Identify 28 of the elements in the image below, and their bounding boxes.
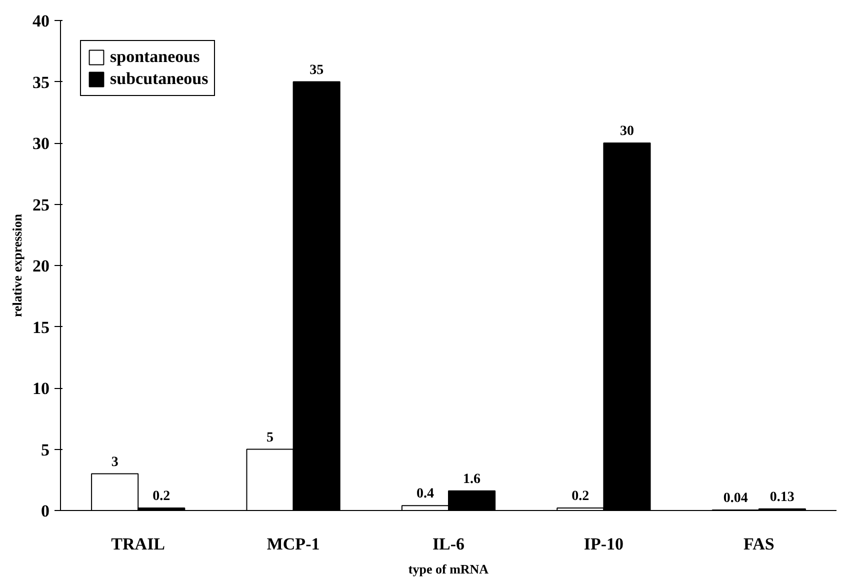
data-label: 3 <box>111 454 118 470</box>
y-axis-title: relative expression <box>10 213 24 318</box>
data-label: 0.2 <box>152 489 170 504</box>
y-tick-label: 35 <box>32 72 50 92</box>
y-tick-label: 25 <box>32 195 50 214</box>
y-tick-label: 40 <box>32 12 50 30</box>
x-tick-label: FAS <box>743 534 774 554</box>
data-label: 0.4 <box>416 486 434 502</box>
data-label: 30 <box>620 124 634 139</box>
data-label: 1.6 <box>463 472 481 487</box>
data-label: 5 <box>266 430 274 446</box>
data-label: 0.13 <box>770 490 794 505</box>
y-tick-label: 10 <box>32 379 50 398</box>
data-label: 0.2 <box>572 489 590 504</box>
data-label: 35 <box>310 62 324 78</box>
x-tick-label: IP-10 <box>584 534 624 554</box>
legend-label: spontaneous <box>110 47 200 67</box>
x-tick-label: IL-6 <box>432 534 465 554</box>
y-tick-label: 0 <box>41 502 50 520</box>
x-tick-label: TRAIL <box>111 534 166 554</box>
y-tick-label: 30 <box>32 134 50 153</box>
y-tick-label: 5 <box>41 440 50 460</box>
data-label: 0.04 <box>723 491 748 506</box>
y-tick-label: 15 <box>32 318 50 337</box>
x-tick-label: MCP-1 <box>266 534 320 554</box>
x-axis-title: type of mRNA <box>408 562 490 576</box>
legend-label: subcutaneous <box>110 69 208 89</box>
y-tick-label: 20 <box>32 256 50 276</box>
